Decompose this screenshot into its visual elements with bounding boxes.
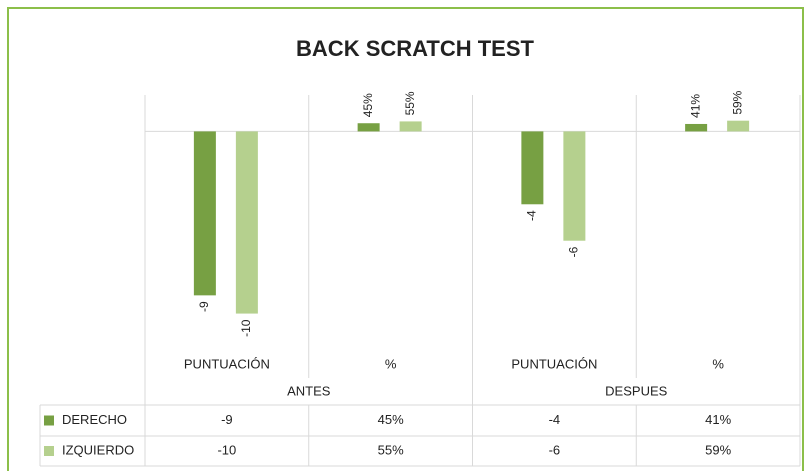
table-cell: -9 [221,412,233,427]
legend-label: IZQUIERDO [62,442,134,457]
x-tick-label: PUNTUACIÓN [184,356,270,371]
table-cell: 55% [378,442,404,457]
x-tick-label: % [712,356,724,371]
bar [193,131,216,296]
bar [685,123,708,132]
data-label: -4 [525,210,539,221]
bar [521,131,544,205]
data-label: 59% [730,90,744,114]
legend-key [44,415,54,426]
data-label: -9 [197,301,211,312]
bar [727,120,750,132]
legend-label: DERECHO [62,412,127,427]
table-cell: -4 [549,412,561,427]
data-label: 41% [688,94,702,118]
legend-key [44,446,54,456]
chart-border [7,7,804,471]
table-cell: -6 [549,442,561,457]
group-label: DESPUES [605,383,667,398]
x-tick-label: PUNTUACIÓN [511,356,597,371]
bar [235,131,258,314]
table-cell: -10 [217,442,236,457]
group-label: ANTES [287,383,331,398]
bar [399,121,422,132]
data-label: 45% [361,93,375,117]
data-label: -6 [567,246,581,257]
data-label: -10 [239,319,253,337]
x-tick-label: % [385,356,397,371]
table-cell: 41% [705,412,731,427]
data-label: 55% [403,91,417,115]
table-cell: 45% [378,412,404,427]
chart-title: BACK SCRATCH TEST [296,36,534,61]
table-cell: 59% [705,442,731,457]
bar [357,123,380,132]
bar [563,131,586,241]
